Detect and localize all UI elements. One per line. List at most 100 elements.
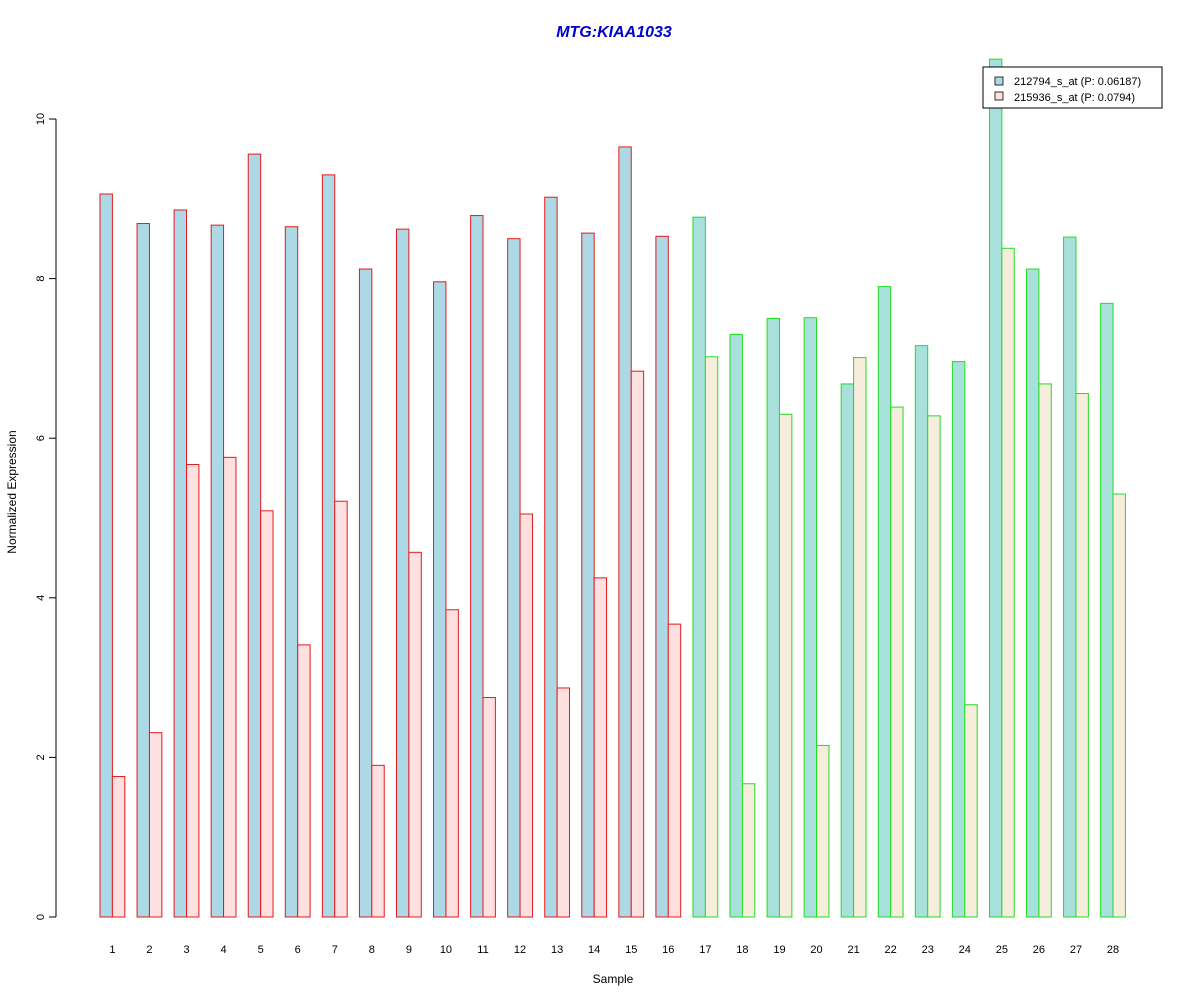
x-tick-label: 27 bbox=[1070, 944, 1082, 956]
legend-box bbox=[982, 66, 1163, 109]
x-tick-label: 8 bbox=[369, 944, 375, 956]
bar-series-1 bbox=[729, 333, 743, 918]
bar-series-2 bbox=[704, 356, 719, 918]
x-tick-label: 25 bbox=[996, 944, 1008, 956]
bar-series-1 bbox=[803, 317, 818, 918]
legend-label-series-2: 215936_s_at (P: 0.0794) bbox=[1014, 92, 1135, 104]
y-axis: 0 2 4 6 8 10 bbox=[35, 113, 57, 920]
bar-series-1 bbox=[951, 361, 966, 918]
x-tick-label: 3 bbox=[183, 944, 189, 956]
bar-series-1 bbox=[618, 146, 632, 918]
bar-series-1 bbox=[766, 318, 780, 918]
bar-series-1 bbox=[507, 238, 521, 918]
y-tick-label: 4 bbox=[35, 595, 47, 601]
x-tick-label: 18 bbox=[736, 944, 748, 956]
x-tick-label: 1 bbox=[109, 944, 115, 956]
bar-series-2 bbox=[630, 370, 645, 918]
y-tick-label: 10 bbox=[35, 113, 47, 125]
bar-series-2 bbox=[297, 644, 311, 918]
bar-series-2 bbox=[519, 513, 533, 918]
x-tick-label: 26 bbox=[1033, 944, 1045, 956]
bar-series-2 bbox=[778, 413, 793, 918]
x-tick-label: 24 bbox=[959, 944, 971, 956]
x-tick-label: 4 bbox=[221, 944, 227, 956]
bar-series-2 bbox=[111, 776, 126, 918]
bar-series-1 bbox=[210, 224, 225, 918]
bar-series-1 bbox=[988, 58, 1003, 918]
bar-series-1 bbox=[470, 215, 484, 918]
bar-series-1 bbox=[284, 226, 299, 918]
bar-series-1 bbox=[1100, 302, 1114, 918]
bar-series-1 bbox=[321, 174, 336, 918]
bar-series-2 bbox=[556, 687, 571, 918]
x-tick-label: 11 bbox=[477, 944, 488, 956]
x-tick-label: 15 bbox=[625, 944, 637, 956]
bar-series-2 bbox=[408, 551, 422, 918]
x-tick-labels: 1 2 3 4 5 6 7 8 9 10 11 12 13 14 15 16 17 18 19 20 21 22 23 24 2… bbox=[109, 944, 1119, 956]
x-axis-label: Sample bbox=[593, 972, 634, 986]
x-tick-label: 5 bbox=[258, 944, 264, 956]
bar-series-1 bbox=[247, 153, 262, 918]
bar-series-2 bbox=[445, 609, 459, 918]
x-tick-label: 12 bbox=[514, 944, 526, 956]
bar-series-2 bbox=[593, 577, 608, 918]
bar-series-1 bbox=[655, 235, 669, 918]
bar-series-2 bbox=[1075, 393, 1089, 918]
bar-series-2 bbox=[260, 510, 274, 918]
bar-series-2 bbox=[186, 464, 200, 918]
bar-series-2 bbox=[148, 732, 163, 918]
bar-series-2 bbox=[1038, 383, 1052, 918]
x-tick-label: 10 bbox=[440, 944, 452, 956]
chart-title: MTG:KIAA1033 bbox=[556, 24, 672, 41]
bar-series-1 bbox=[1026, 268, 1040, 918]
bar-series-2 bbox=[1001, 247, 1015, 918]
bar-series-2 bbox=[816, 744, 830, 918]
x-tick-label: 19 bbox=[773, 944, 785, 956]
bar-series-1 bbox=[395, 228, 410, 918]
x-tick-label: 2 bbox=[146, 944, 152, 956]
bar-series-1 bbox=[581, 232, 595, 918]
legend-swatch-series-1 bbox=[994, 76, 1004, 86]
bar-series-1 bbox=[173, 209, 188, 918]
x-tick-label: 20 bbox=[810, 944, 822, 956]
legend-label-series-1: 212794_s_at (P: 0.06187) bbox=[1014, 76, 1141, 88]
bars bbox=[99, 58, 1126, 918]
legend-swatch-series-2 bbox=[994, 91, 1004, 101]
bar-series-2 bbox=[927, 415, 941, 918]
x-tick-label: 22 bbox=[885, 944, 897, 956]
bar-series-2 bbox=[1112, 493, 1126, 918]
bar-series-2 bbox=[741, 783, 756, 918]
bar-series-1 bbox=[692, 216, 706, 918]
x-tick-label: 7 bbox=[332, 944, 338, 956]
bar-series-1 bbox=[358, 268, 373, 918]
x-tick-label: 28 bbox=[1107, 944, 1119, 956]
x-tick-label: 23 bbox=[922, 944, 934, 956]
bar-series-1 bbox=[877, 286, 892, 918]
bar-series-1 bbox=[544, 196, 558, 918]
y-tick-label: 6 bbox=[35, 435, 47, 441]
bar-series-1 bbox=[914, 345, 929, 918]
x-tick-label: 6 bbox=[295, 944, 301, 956]
y-axis-label: Normalized Expression bbox=[5, 430, 19, 553]
bar-series-1 bbox=[840, 383, 855, 918]
bar-series-1 bbox=[433, 281, 447, 918]
bar-series-1 bbox=[99, 193, 113, 918]
y-tick-label: 2 bbox=[35, 754, 47, 760]
x-tick-label: 14 bbox=[588, 944, 600, 956]
bar-series-1 bbox=[136, 223, 150, 918]
bar-series-2 bbox=[890, 406, 904, 918]
bar-series-2 bbox=[482, 697, 496, 918]
bar-series-2 bbox=[371, 764, 385, 918]
x-tick-label: 21 bbox=[847, 944, 859, 956]
x-tick-label: 16 bbox=[662, 944, 674, 956]
bar-series-2 bbox=[964, 704, 978, 918]
bar-series-2 bbox=[223, 456, 237, 918]
legend: 212794_s_at (P: 0.06187) 215936_s_at (P:… bbox=[982, 66, 1163, 109]
bar-series-2 bbox=[853, 357, 867, 918]
x-tick-label: 17 bbox=[699, 944, 711, 956]
bar-series-2 bbox=[667, 623, 682, 918]
y-tick-label: 8 bbox=[35, 276, 47, 282]
bar-series-1 bbox=[1063, 236, 1077, 918]
x-tick-label: 9 bbox=[406, 944, 412, 956]
